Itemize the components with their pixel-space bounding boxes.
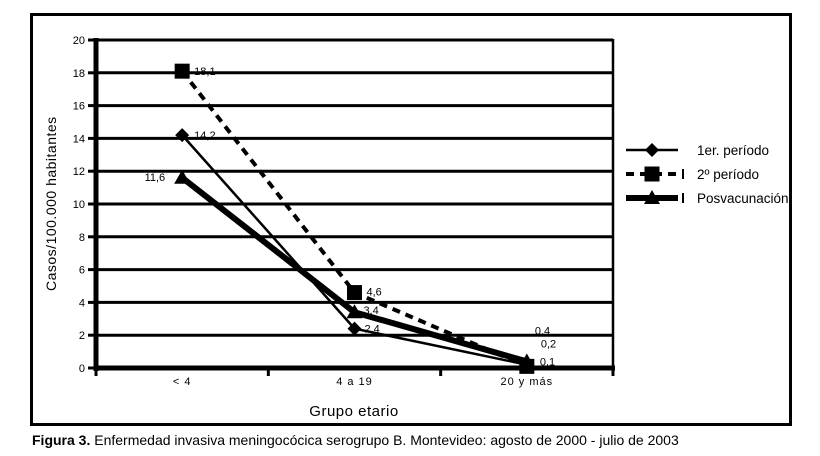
y-axis: 0 2 4 6 8 10 12 14 16 18 20 <box>73 35 99 375</box>
series-markers-3 <box>174 169 535 368</box>
svg-text:8: 8 <box>79 232 85 244</box>
series-data-labels-2: 18,1 4,6 0,1 <box>194 66 555 368</box>
svg-text:0,4: 0,4 <box>535 325 550 337</box>
x-axis-title: Grupo etario <box>309 403 399 420</box>
svg-text:0,2: 0,2 <box>541 339 556 351</box>
svg-text:4,6: 4,6 <box>367 287 382 299</box>
series-data-labels-1: 14,2 2,4 0,2 <box>194 130 556 351</box>
y-axis-title: Casos/100.000 habitantes <box>43 116 59 292</box>
svg-text:14,2: 14,2 <box>194 130 215 142</box>
legend-label: Posvacunación <box>697 190 789 206</box>
svg-text:18,1: 18,1 <box>194 66 215 78</box>
square-dashed-line-sample-icon <box>626 166 684 182</box>
legend: 1er. período 2º período Posvacunación <box>624 140 789 208</box>
legend-item-2o-periodo: 2º período <box>624 164 789 184</box>
svg-text:12: 12 <box>73 166 85 178</box>
x-axis: < 4 4 a 19 20 y más <box>93 365 615 388</box>
svg-text:14: 14 <box>73 133 85 145</box>
triangle-thick-line-sample-icon <box>626 190 684 204</box>
legend-label: 2º período <box>697 166 759 182</box>
svg-text:2: 2 <box>79 330 85 342</box>
diamond-line-sample-icon <box>626 143 678 157</box>
svg-text:20: 20 <box>73 35 85 47</box>
svg-text:4: 4 <box>79 297 85 309</box>
svg-text:4 a 19: 4 a 19 <box>336 376 373 388</box>
figure-border <box>30 13 792 426</box>
svg-text:3,4: 3,4 <box>364 305 379 317</box>
line-chart: 0 2 4 6 8 10 12 14 16 18 20 < 4 4 a 19 20 y más 14,2 2,… <box>73 35 615 388</box>
svg-text:16: 16 <box>73 101 85 113</box>
svg-text:18: 18 <box>73 68 85 80</box>
legend-item-1er-periodo: 1er. período <box>624 140 789 160</box>
svg-text:< 4: < 4 <box>173 376 192 388</box>
legend-item-posvacunacion: Posvacunación <box>624 188 789 208</box>
svg-text:20 y más: 20 y más <box>501 376 554 388</box>
figure-caption-number: Figura 3. <box>32 432 91 448</box>
legend-label: 1er. período <box>697 142 770 158</box>
svg-text:11,6: 11,6 <box>145 172 166 184</box>
figure-caption-text: Enfermedad invasiva meningocócica serogr… <box>90 432 679 448</box>
svg-text:10: 10 <box>73 199 85 211</box>
svg-text:6: 6 <box>79 265 85 277</box>
series-data-labels-3: 11,6 3,4 0,4 <box>145 172 551 338</box>
figure-caption: Figura 3. Enfermedad invasiva meningocóc… <box>32 432 679 448</box>
svg-text:0: 0 <box>79 363 85 375</box>
svg-text:0,1: 0,1 <box>540 356 555 368</box>
svg-text:2,4: 2,4 <box>365 324 380 336</box>
